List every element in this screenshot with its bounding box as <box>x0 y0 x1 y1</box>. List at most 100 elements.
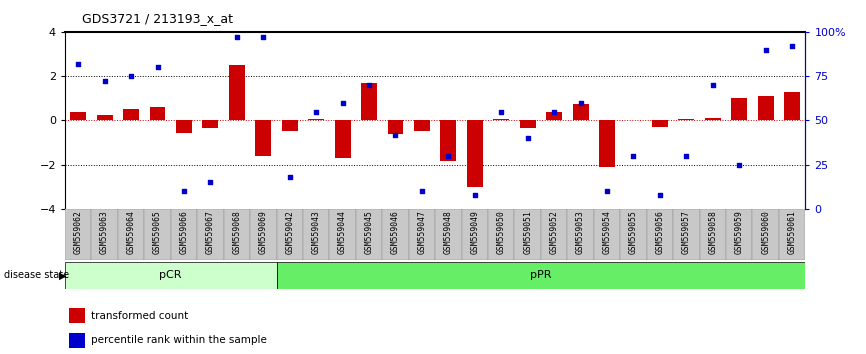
Bar <box>118 209 145 260</box>
Point <box>204 179 217 185</box>
Bar <box>171 209 197 260</box>
Bar <box>785 92 800 120</box>
Bar <box>409 209 435 260</box>
Text: GSM559065: GSM559065 <box>153 210 162 254</box>
Bar <box>329 209 356 260</box>
Bar <box>678 119 695 120</box>
Text: GSM559063: GSM559063 <box>100 210 109 254</box>
Text: GSM559066: GSM559066 <box>179 210 189 254</box>
Bar <box>572 104 589 120</box>
Bar <box>494 119 509 120</box>
Bar <box>276 262 805 289</box>
Point <box>627 153 641 159</box>
Bar <box>647 209 673 260</box>
Point <box>124 73 138 79</box>
Point <box>785 43 799 49</box>
Text: GSM559057: GSM559057 <box>682 210 691 254</box>
Text: GSM559064: GSM559064 <box>126 210 136 254</box>
Text: disease state: disease state <box>4 270 69 280</box>
Bar <box>223 209 250 260</box>
Bar <box>462 209 488 260</box>
Text: GSM559043: GSM559043 <box>312 210 320 254</box>
Point <box>547 109 561 114</box>
Bar <box>382 209 409 260</box>
Point <box>151 64 165 70</box>
Point <box>98 79 112 84</box>
Point <box>415 188 429 194</box>
Point <box>680 153 694 159</box>
Text: GSM559052: GSM559052 <box>550 210 559 254</box>
Bar <box>97 115 113 120</box>
Bar <box>726 209 753 260</box>
Text: GSM559049: GSM559049 <box>470 210 479 254</box>
Point <box>442 153 456 159</box>
Bar <box>520 120 536 128</box>
Point <box>309 109 323 114</box>
Point <box>494 109 508 114</box>
Bar <box>250 209 276 260</box>
Bar <box>123 109 139 120</box>
Text: GSM559062: GSM559062 <box>74 210 82 254</box>
Text: GDS3721 / 213193_x_at: GDS3721 / 213193_x_at <box>82 12 233 25</box>
Point <box>389 132 403 137</box>
Text: pPR: pPR <box>530 270 552 280</box>
Text: GSM559045: GSM559045 <box>365 210 373 254</box>
Bar <box>488 209 514 260</box>
Text: GSM559048: GSM559048 <box>444 210 453 254</box>
Bar <box>779 209 805 260</box>
Point <box>336 100 350 105</box>
Bar <box>68 308 85 323</box>
Bar <box>758 96 773 120</box>
Bar <box>203 120 218 128</box>
Text: GSM559046: GSM559046 <box>391 210 400 254</box>
Bar <box>514 209 541 260</box>
Point <box>759 47 772 52</box>
Text: GSM559058: GSM559058 <box>708 210 717 254</box>
Text: pCR: pCR <box>159 270 182 280</box>
Point <box>573 100 587 105</box>
Bar <box>673 209 700 260</box>
Bar <box>546 112 562 120</box>
Point <box>706 82 720 88</box>
Bar <box>281 120 298 131</box>
Point <box>468 192 481 198</box>
Text: GSM559056: GSM559056 <box>656 210 664 254</box>
Bar <box>308 119 324 120</box>
Text: ▶: ▶ <box>59 270 67 280</box>
Bar <box>541 209 567 260</box>
Point <box>600 188 614 194</box>
Bar <box>652 120 668 127</box>
Text: GSM559067: GSM559067 <box>206 210 215 254</box>
Bar <box>567 209 594 260</box>
Bar <box>414 120 430 131</box>
Text: transformed count: transformed count <box>91 311 188 321</box>
Bar <box>65 262 276 289</box>
Bar <box>731 98 747 120</box>
Point <box>362 82 376 88</box>
Bar <box>68 333 85 348</box>
Text: GSM559069: GSM559069 <box>259 210 268 254</box>
Bar <box>620 209 647 260</box>
Bar <box>276 209 303 260</box>
Bar <box>441 120 456 161</box>
Point <box>520 135 534 141</box>
Text: GSM559051: GSM559051 <box>523 210 533 254</box>
Text: GSM559044: GSM559044 <box>338 210 347 254</box>
Bar <box>594 209 620 260</box>
Bar <box>700 209 726 260</box>
Point <box>229 34 243 40</box>
Text: GSM559050: GSM559050 <box>497 210 506 254</box>
Point <box>733 162 746 167</box>
Text: GSM559047: GSM559047 <box>417 210 426 254</box>
Bar <box>753 209 779 260</box>
Text: percentile rank within the sample: percentile rank within the sample <box>91 335 267 345</box>
Bar <box>255 120 271 156</box>
Bar <box>150 107 165 120</box>
Text: GSM559042: GSM559042 <box>285 210 294 254</box>
Text: GSM559060: GSM559060 <box>761 210 770 254</box>
Bar <box>70 112 86 120</box>
Bar <box>388 120 404 134</box>
Bar <box>92 209 118 260</box>
Bar <box>435 209 462 260</box>
Text: GSM559068: GSM559068 <box>232 210 242 254</box>
